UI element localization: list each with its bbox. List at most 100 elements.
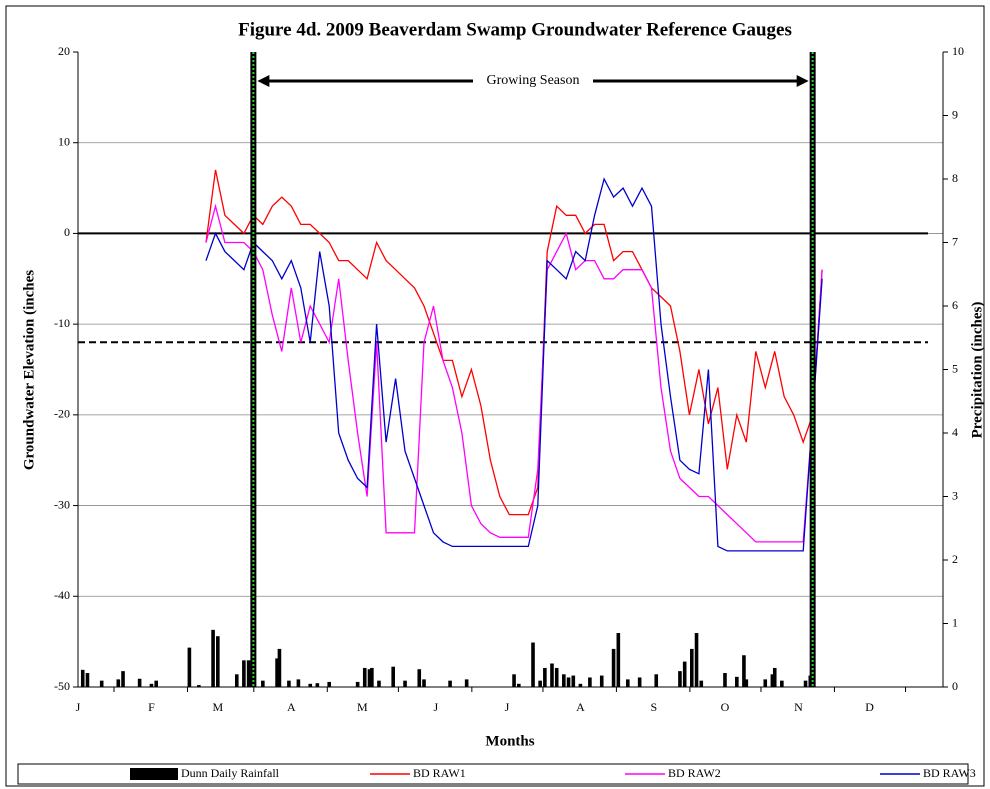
- chart-title: Figure 4d. 2009 Beaverdam Swamp Groundwa…: [238, 19, 792, 40]
- rain-bar: [154, 680, 159, 687]
- rain-bar: [362, 667, 367, 687]
- rain-bar: [149, 683, 154, 687]
- rain-bar: [377, 680, 381, 687]
- rain-bar: [308, 683, 313, 687]
- rain-bar: [448, 680, 452, 687]
- rain-bar: [654, 674, 659, 687]
- rain-bar: [550, 663, 554, 687]
- x-tick-label: M: [357, 700, 368, 714]
- y-tick-label: 20: [58, 44, 70, 58]
- x-axis-title: Months: [485, 733, 534, 749]
- legend-label: Dunn Daily Rainfall: [181, 766, 280, 780]
- series-line: [205, 203, 823, 543]
- rain-bar: [682, 661, 687, 687]
- y-tick-label: 0: [64, 225, 70, 239]
- rain-bar: [99, 680, 104, 687]
- y2-axis-title: Precipitation (inches): [969, 302, 985, 439]
- annotation: Growing Season: [487, 73, 580, 88]
- rain-bar: [689, 648, 694, 687]
- rain-bar: [85, 673, 90, 687]
- rain-bar: [678, 671, 682, 687]
- rain-bar: [543, 667, 547, 687]
- rain-bar: [637, 677, 642, 687]
- rain-bar: [187, 647, 192, 687]
- rain-bar: [723, 673, 727, 687]
- rain-bar: [599, 675, 604, 687]
- rain-bar: [780, 680, 784, 687]
- x-tick-label: J: [76, 700, 81, 714]
- y2-tick-label: 5: [952, 361, 958, 375]
- rain-bar: [531, 642, 535, 687]
- rain-bar: [116, 679, 121, 687]
- rain-bar: [699, 680, 704, 687]
- y2-tick-label: 8: [952, 171, 958, 185]
- y-tick-label: -10: [54, 316, 70, 330]
- x-tick-label: M: [212, 700, 223, 714]
- y2-tick-label: 6: [952, 298, 958, 312]
- rain-bar: [578, 683, 583, 687]
- rain-bar: [694, 633, 699, 687]
- arrow-head: [796, 75, 809, 87]
- rain-bar: [287, 680, 291, 687]
- y-tick-label: -30: [54, 497, 70, 511]
- y2-tick-label: 1: [952, 615, 958, 629]
- legend-swatch: [130, 768, 178, 780]
- rain-bar: [464, 679, 469, 687]
- rain-bar: [616, 633, 621, 687]
- series-line: [205, 177, 823, 552]
- rain-bar: [742, 655, 746, 687]
- rain-bar: [512, 674, 516, 687]
- rain-bar: [516, 683, 521, 687]
- x-tick-label: O: [721, 700, 730, 714]
- rain-bar: [197, 685, 201, 687]
- rain-bar: [216, 636, 220, 687]
- annotation-bg: [473, 72, 594, 90]
- x-tick-label: A: [576, 700, 585, 714]
- rain-bar: [417, 669, 422, 687]
- legend-label: BD RAW2: [668, 766, 721, 780]
- rain-bar: [277, 648, 282, 687]
- y2-tick-label: 3: [952, 488, 958, 502]
- rain-bar: [403, 680, 407, 687]
- x-tick-label: A: [287, 700, 296, 714]
- y-tick-label: -40: [54, 588, 70, 602]
- x-tick-label: D: [865, 700, 874, 714]
- rain-bar: [763, 679, 768, 687]
- rain-bar: [370, 667, 374, 687]
- rain-bar: [803, 680, 808, 687]
- x-tick-label: F: [148, 700, 155, 714]
- rain-bar: [137, 678, 142, 687]
- y2-tick-label: 4: [952, 425, 958, 439]
- legend-box: [17, 763, 969, 785]
- rain-bar: [80, 669, 85, 687]
- y-tick-label: 10: [58, 134, 70, 148]
- rain-bar: [422, 679, 426, 687]
- rain-bar: [571, 675, 576, 687]
- x-tick-label: N: [794, 700, 803, 714]
- x-tick-label: J: [434, 700, 439, 714]
- rain-bar: [538, 680, 542, 687]
- rain-bar: [296, 679, 301, 687]
- rain-bar: [566, 677, 571, 687]
- y2-tick-label: 0: [952, 679, 958, 693]
- rain-bar: [770, 674, 775, 687]
- y2-tick-label: 7: [952, 234, 958, 248]
- rain-bar: [327, 681, 332, 687]
- rain-bar: [261, 680, 265, 687]
- legend-label: BD RAW1: [413, 766, 466, 780]
- y2-tick-label: 10: [952, 44, 964, 58]
- series-line: [205, 169, 823, 516]
- y-tick-label: -50: [54, 679, 70, 693]
- chart-frame: [5, 5, 985, 787]
- rain-bar: [355, 681, 360, 687]
- rain-bar: [275, 658, 279, 687]
- rain-bar: [554, 667, 559, 687]
- y2-tick-label: 2: [952, 552, 958, 566]
- rain-bar: [315, 683, 320, 687]
- rain-bar: [367, 669, 372, 687]
- rain-bar: [735, 676, 739, 687]
- rain-bar: [391, 666, 395, 687]
- rain-bar: [234, 674, 239, 687]
- rain-bar: [242, 660, 246, 687]
